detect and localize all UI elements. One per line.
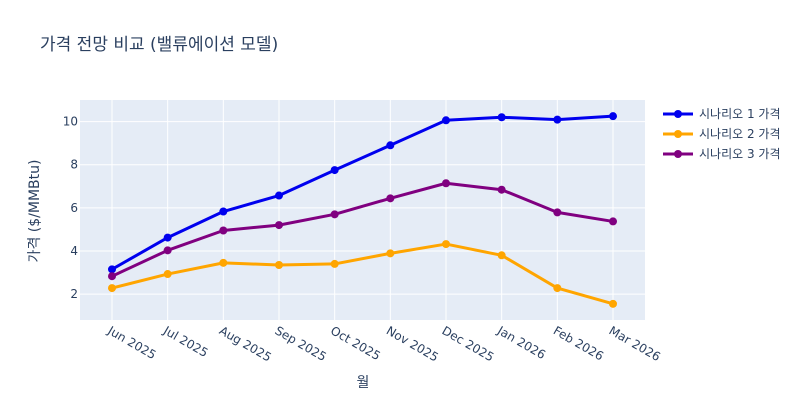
data-point: [330, 166, 339, 175]
data-point: [442, 116, 450, 125]
data-point: [219, 258, 228, 267]
data-point: [497, 113, 506, 122]
data-point: [386, 141, 395, 150]
y-tick-label: 10: [63, 115, 78, 129]
legend-item[interactable]: 시나리오 3 가격: [663, 147, 781, 161]
series-2: [108, 240, 617, 308]
data-point: [275, 221, 283, 230]
y-axis-ticks: 2 4 6 8 10: [63, 115, 78, 302]
data-point: [609, 112, 617, 121]
x-axis-title: 월: [357, 375, 370, 391]
data-point: [330, 210, 339, 219]
data-point: [275, 261, 283, 269]
legend-swatch-marker: [674, 150, 682, 158]
legend-item[interactable]: 시나리오 2 가격: [663, 127, 781, 141]
legend-swatch-marker: [674, 110, 682, 118]
data-point: [163, 270, 172, 279]
legend-swatch-marker: [674, 130, 682, 138]
data-point: [386, 249, 395, 258]
data-point: [609, 299, 617, 308]
chart-title: 가격 전망 비교 (밸류에이션 모델): [40, 35, 278, 55]
data-point: [553, 208, 562, 217]
series-3: [108, 179, 617, 281]
data-point: [442, 240, 450, 249]
series-line: [111, 181, 614, 278]
y-tick-label: 8: [70, 158, 78, 172]
data-point: [386, 194, 395, 203]
data-point: [442, 179, 450, 188]
data-point: [330, 259, 339, 268]
data-point: [163, 233, 172, 242]
data-point: [553, 115, 562, 124]
data-point: [275, 191, 283, 200]
data-point: [108, 272, 116, 281]
data-point: [497, 185, 506, 194]
data-point: [609, 217, 617, 226]
legend-label: 시나리오 1 가격: [699, 107, 781, 121]
data-point: [163, 246, 172, 255]
y-tick-label: 6: [70, 201, 78, 215]
gridlines: [80, 100, 645, 320]
series-group: [108, 112, 617, 308]
series-line: [111, 242, 614, 306]
series-1: [108, 112, 617, 274]
y-axis-title: 가격 ($/MMBtu): [27, 160, 43, 263]
legend-label: 시나리오 3 가격: [699, 147, 781, 161]
data-point: [108, 284, 116, 293]
series-line: [111, 114, 614, 271]
legend-label: 시나리오 2 가격: [699, 127, 781, 141]
data-point: [553, 284, 562, 293]
legend-item[interactable]: 시나리오 1 가격: [663, 107, 781, 121]
data-point: [497, 251, 506, 260]
y-tick-label: 2: [70, 287, 78, 301]
y-tick-label: 4: [70, 244, 78, 258]
data-point: [219, 226, 228, 235]
data-point: [108, 265, 116, 274]
data-point: [219, 207, 228, 216]
